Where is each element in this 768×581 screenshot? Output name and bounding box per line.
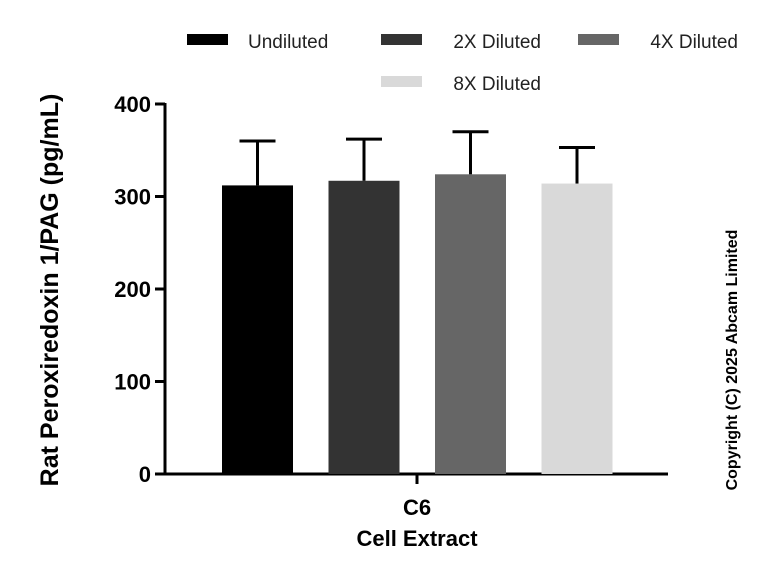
legend-label: Undiluted — [248, 32, 328, 53]
legend: Undiluted 2X Diluted 4X Diluted 8X Diluted — [187, 32, 738, 95]
legend-swatch — [578, 34, 619, 45]
legend-label: 2X Diluted — [453, 32, 541, 53]
y-tick-label: 400 — [114, 92, 151, 117]
legend-label: 4X Diluted — [650, 32, 738, 53]
copyright-notice: Copyright (C) 2025 Abcam Limited — [724, 230, 741, 491]
legend-swatch — [381, 76, 422, 87]
y-tick-label: 200 — [114, 277, 151, 302]
bars — [222, 174, 613, 475]
y-tick-label: 0 — [139, 462, 151, 487]
error-bars — [239, 130, 595, 186]
x-category-label: C6 — [403, 495, 431, 520]
bar — [541, 183, 613, 475]
y-axis-label: Rat Peroxiredoxin 1/PAG (pg/mL) — [36, 94, 64, 487]
legend-swatch — [381, 34, 422, 45]
x-axis-label: Cell Extract — [356, 526, 478, 551]
bar — [435, 174, 506, 475]
bar — [328, 180, 400, 474]
legend-swatch — [187, 34, 228, 45]
bar — [222, 185, 293, 474]
legend-label: 8X Diluted — [453, 74, 541, 95]
y-tick-label: 100 — [114, 370, 151, 395]
y-tick-label: 300 — [114, 185, 151, 210]
